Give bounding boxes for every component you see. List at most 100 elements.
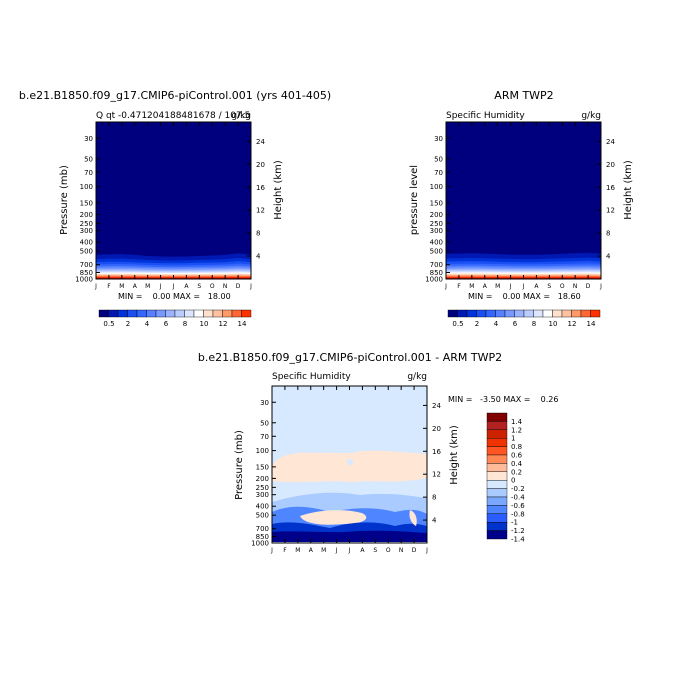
month-tick-label: A bbox=[483, 283, 488, 290]
pressure-tick-label: 70 bbox=[260, 433, 269, 441]
panel-model-height-axis: 24 20 16 12 8 4 bbox=[247, 138, 265, 261]
colorbar-label: 6 bbox=[513, 320, 518, 328]
pressure-tick-label: 30 bbox=[260, 399, 269, 407]
colorbar-label: 0.4 bbox=[511, 460, 523, 468]
height-tick-label: 8 bbox=[256, 230, 260, 238]
colorbar-label: 10 bbox=[549, 320, 558, 328]
colorbar-swatch bbox=[514, 309, 525, 318]
pressure-tick-label: 30 bbox=[84, 135, 93, 143]
month-tick-label: J bbox=[270, 547, 273, 554]
colorbar-swatch bbox=[222, 309, 233, 318]
colorbar-label: 0.6 bbox=[511, 452, 523, 460]
month-tick-label: M bbox=[119, 283, 124, 290]
colorbar-label: 0.5 bbox=[452, 320, 463, 328]
height-tick-label: 12 bbox=[606, 207, 615, 215]
height-tick-label: 12 bbox=[432, 471, 441, 479]
colorbar-swatch bbox=[108, 309, 119, 318]
colorbar-label: 8 bbox=[183, 320, 187, 328]
colorbar-label: 0.8 bbox=[511, 443, 522, 451]
colorbar-swatch bbox=[495, 309, 506, 318]
panel-model-ylabel: Pressure (mb) bbox=[59, 165, 70, 235]
panel-obs: ARM TWP2 Specific Humidity g/kg 30 50 70 10… bbox=[409, 89, 634, 328]
pressure-tick-label: 200 bbox=[430, 211, 443, 219]
month-tick-label: A bbox=[360, 547, 365, 554]
colorbar-label: 2 bbox=[475, 320, 479, 328]
panel-obs-ylabel: pressure level bbox=[409, 165, 420, 235]
pressure-tick-label: 700 bbox=[256, 525, 269, 533]
colorbar-label: 14 bbox=[238, 320, 247, 328]
month-tick-label: J bbox=[249, 283, 252, 290]
month-tick-label: M bbox=[321, 547, 326, 554]
pressure-tick-label: 150 bbox=[256, 463, 269, 471]
panel-obs-subtitle-right: g/kg bbox=[581, 111, 601, 121]
month-tick-label: J bbox=[172, 283, 175, 290]
month-tick-label: M bbox=[145, 283, 150, 290]
colorbar-swatch bbox=[486, 522, 508, 531]
month-tick-label: J bbox=[94, 283, 97, 290]
month-tick-label: M bbox=[295, 547, 300, 554]
month-tick-label: D bbox=[586, 283, 591, 290]
panel-diff-subtitle-left: Specific Humidity bbox=[272, 372, 351, 382]
panel-diff-colorbar: 1.41.210.80.60.40.20-0.2-0.4-0.6-0.8-1-1… bbox=[486, 412, 525, 544]
month-tick-label: J bbox=[599, 283, 602, 290]
month-tick-label: D bbox=[236, 283, 241, 290]
colorbar-swatch bbox=[590, 309, 601, 318]
height-tick-label: 16 bbox=[606, 184, 615, 192]
pressure-tick-label: 700 bbox=[430, 261, 443, 269]
colorbar-label: 0.5 bbox=[103, 320, 114, 328]
pressure-tick-label: 250 bbox=[430, 220, 443, 228]
colorbar-swatch bbox=[127, 309, 138, 318]
colorbar-swatch bbox=[241, 309, 252, 318]
panel-obs-field-background bbox=[446, 122, 601, 279]
colorbar-label: -1.2 bbox=[511, 527, 525, 535]
panel-obs-colorbar: 0.5 2 4 6 8 10 12 14 bbox=[447, 309, 601, 328]
colorbar-swatch bbox=[174, 309, 185, 318]
colorbar-label: 0 bbox=[511, 477, 515, 485]
pressure-tick-label: 300 bbox=[80, 227, 93, 235]
colorbar-label: -0.4 bbox=[511, 494, 525, 502]
month-tick-label: O bbox=[386, 547, 391, 554]
panel-obs-height-label: Height (km) bbox=[623, 160, 634, 220]
pressure-tick-label: 500 bbox=[80, 248, 93, 256]
colorbar-swatch bbox=[486, 412, 508, 422]
pressure-tick-label: 1000 bbox=[425, 276, 443, 284]
panel-model-height-label: Height (km) bbox=[273, 160, 284, 220]
colorbar-label: 8 bbox=[532, 320, 536, 328]
colorbar-swatch bbox=[486, 471, 508, 481]
colorbar-label: -1.4 bbox=[511, 536, 525, 544]
colorbar-swatch bbox=[486, 480, 508, 489]
height-tick-label: 16 bbox=[256, 184, 265, 192]
month-tick-label: S bbox=[373, 547, 377, 554]
panel-diff-ylabel: Pressure (mb) bbox=[234, 430, 245, 500]
colorbar-swatch bbox=[485, 309, 496, 318]
panel-obs-stats: MIN = 0.00 MAX = 18.60 bbox=[468, 292, 581, 301]
colorbar-swatch bbox=[486, 530, 508, 540]
pressure-tick-label: 1000 bbox=[75, 276, 93, 284]
colorbar-swatch bbox=[486, 463, 508, 472]
pressure-tick-label: 150 bbox=[430, 199, 443, 207]
month-tick-label: J bbox=[159, 283, 162, 290]
height-tick-label: 4 bbox=[256, 253, 261, 261]
pressure-tick-label: 100 bbox=[430, 183, 443, 191]
colorbar-swatch bbox=[486, 454, 508, 464]
pressure-tick-label: 300 bbox=[256, 491, 269, 499]
colorbar-label: 6 bbox=[164, 320, 169, 328]
colorbar-label: 1 bbox=[511, 435, 515, 443]
height-tick-label: 20 bbox=[606, 161, 615, 169]
month-tick-label: J bbox=[444, 283, 447, 290]
pressure-tick-label: 500 bbox=[430, 248, 443, 256]
colorbar-swatch bbox=[486, 488, 508, 498]
colorbar-swatch bbox=[486, 429, 508, 439]
colorbar-swatch bbox=[98, 309, 109, 318]
colorbar-swatch bbox=[504, 309, 515, 318]
pressure-tick-label: 850 bbox=[80, 269, 93, 277]
colorbar-swatch bbox=[136, 309, 147, 318]
month-tick-label: O bbox=[560, 283, 565, 290]
panel-diff-subtitle-right: g/kg bbox=[407, 372, 427, 382]
colorbar-label: -0.6 bbox=[511, 502, 525, 510]
diff-band-positive-mid bbox=[300, 510, 367, 525]
month-tick-label: A bbox=[133, 283, 138, 290]
month-tick-label: F bbox=[283, 547, 287, 554]
height-tick-label: 8 bbox=[606, 230, 610, 238]
